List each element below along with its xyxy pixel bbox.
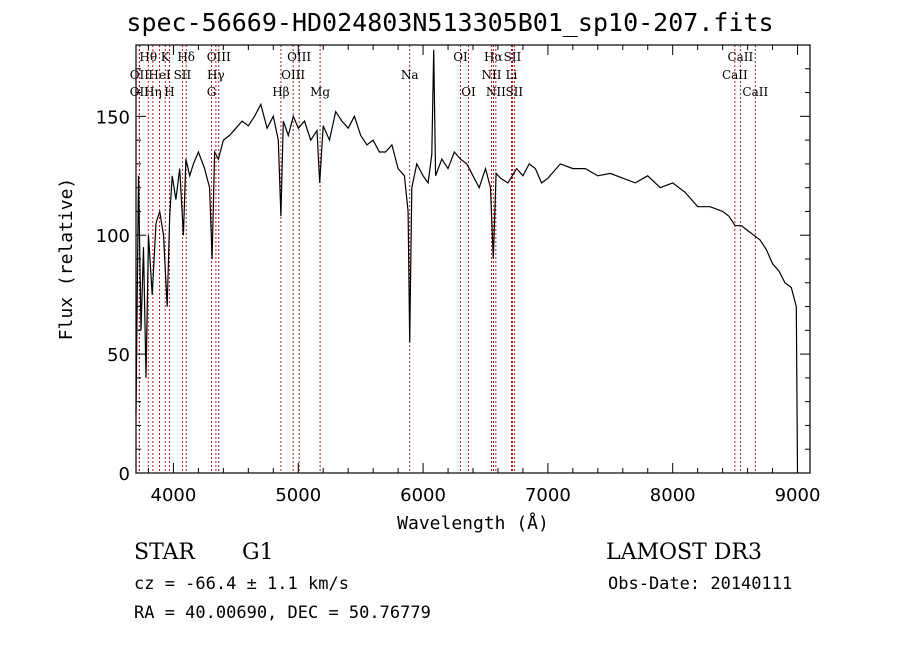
x-axis-label: Wavelength (Å) (397, 512, 549, 534)
object-subclass: G1 (242, 540, 274, 565)
y-axis-ticks: 0 50 100 150 (96, 68, 810, 485)
line-marker-label: SII (174, 68, 192, 82)
line-marker-label: OIII (287, 50, 311, 64)
line-marker-label: HeI (148, 68, 171, 82)
line-marker-label: OI (453, 50, 468, 64)
y-tick-label: 150 (96, 107, 130, 128)
line-marker-label: Hγ (207, 68, 225, 82)
spectrum-line (135, 49, 799, 474)
x-tick-label: 9000 (775, 485, 821, 506)
line-marker-label: Li (506, 68, 518, 82)
plot-frame (135, 44, 811, 474)
x-axis-ticks: 4000 5000 6000 7000 8000 9000 (147, 45, 821, 506)
line-marker-label: OII (130, 68, 150, 82)
survey-name: LAMOST DR3 (606, 540, 762, 565)
line-marker-label: SII (505, 85, 523, 99)
line-marker-label: Hδ (177, 50, 195, 64)
cz-value: cz = -66.4 ± 1.1 km/s (134, 574, 349, 594)
chart-title: spec-56669-HD024803N513305B01_sp10-207.f… (126, 8, 774, 37)
line-marker-label: Hη (144, 85, 162, 99)
line-marker-label: OII (130, 85, 150, 99)
line-marker-label: K (161, 50, 171, 64)
object-class: STAR (134, 540, 195, 565)
line-marker-label: NII (481, 68, 501, 82)
line-marker-label: NII (486, 85, 506, 99)
line-marker-label: CaII (742, 85, 768, 99)
line-marker-label: CaII (722, 68, 748, 82)
obs-date: Obs-Date: 20140111 (608, 574, 793, 594)
y-tick-label: 0 (119, 464, 130, 485)
line-marker-label: H (164, 85, 174, 99)
line-marker-label: G (207, 85, 217, 99)
x-tick-label: 8000 (650, 485, 696, 506)
x-tick-label: 6000 (400, 485, 446, 506)
line-marker-label: OIII (207, 50, 231, 64)
ra-dec: RA = 40.00690, DEC = 50.76779 (134, 603, 431, 623)
line-marker-label: Hθ (139, 50, 157, 64)
y-tick-label: 50 (107, 345, 130, 366)
line-marker-label: CaII (727, 50, 753, 64)
line-marker-label: SII (504, 50, 522, 64)
y-axis-label: Flux (relative) (56, 178, 77, 341)
line-marker-label: Hβ (272, 85, 289, 99)
y-tick-label: 100 (96, 226, 130, 247)
line-marker-label: Mg (310, 85, 330, 99)
line-marker-label: Hα (484, 50, 503, 64)
line-marker-label: OI (461, 85, 476, 99)
x-tick-label: 5000 (275, 485, 321, 506)
line-marker-label: OIII (281, 68, 305, 82)
line-marker-label: Na (401, 68, 419, 82)
x-tick-label: 4000 (151, 485, 197, 506)
line-markers (138, 45, 756, 473)
x-tick-label: 7000 (525, 485, 571, 506)
